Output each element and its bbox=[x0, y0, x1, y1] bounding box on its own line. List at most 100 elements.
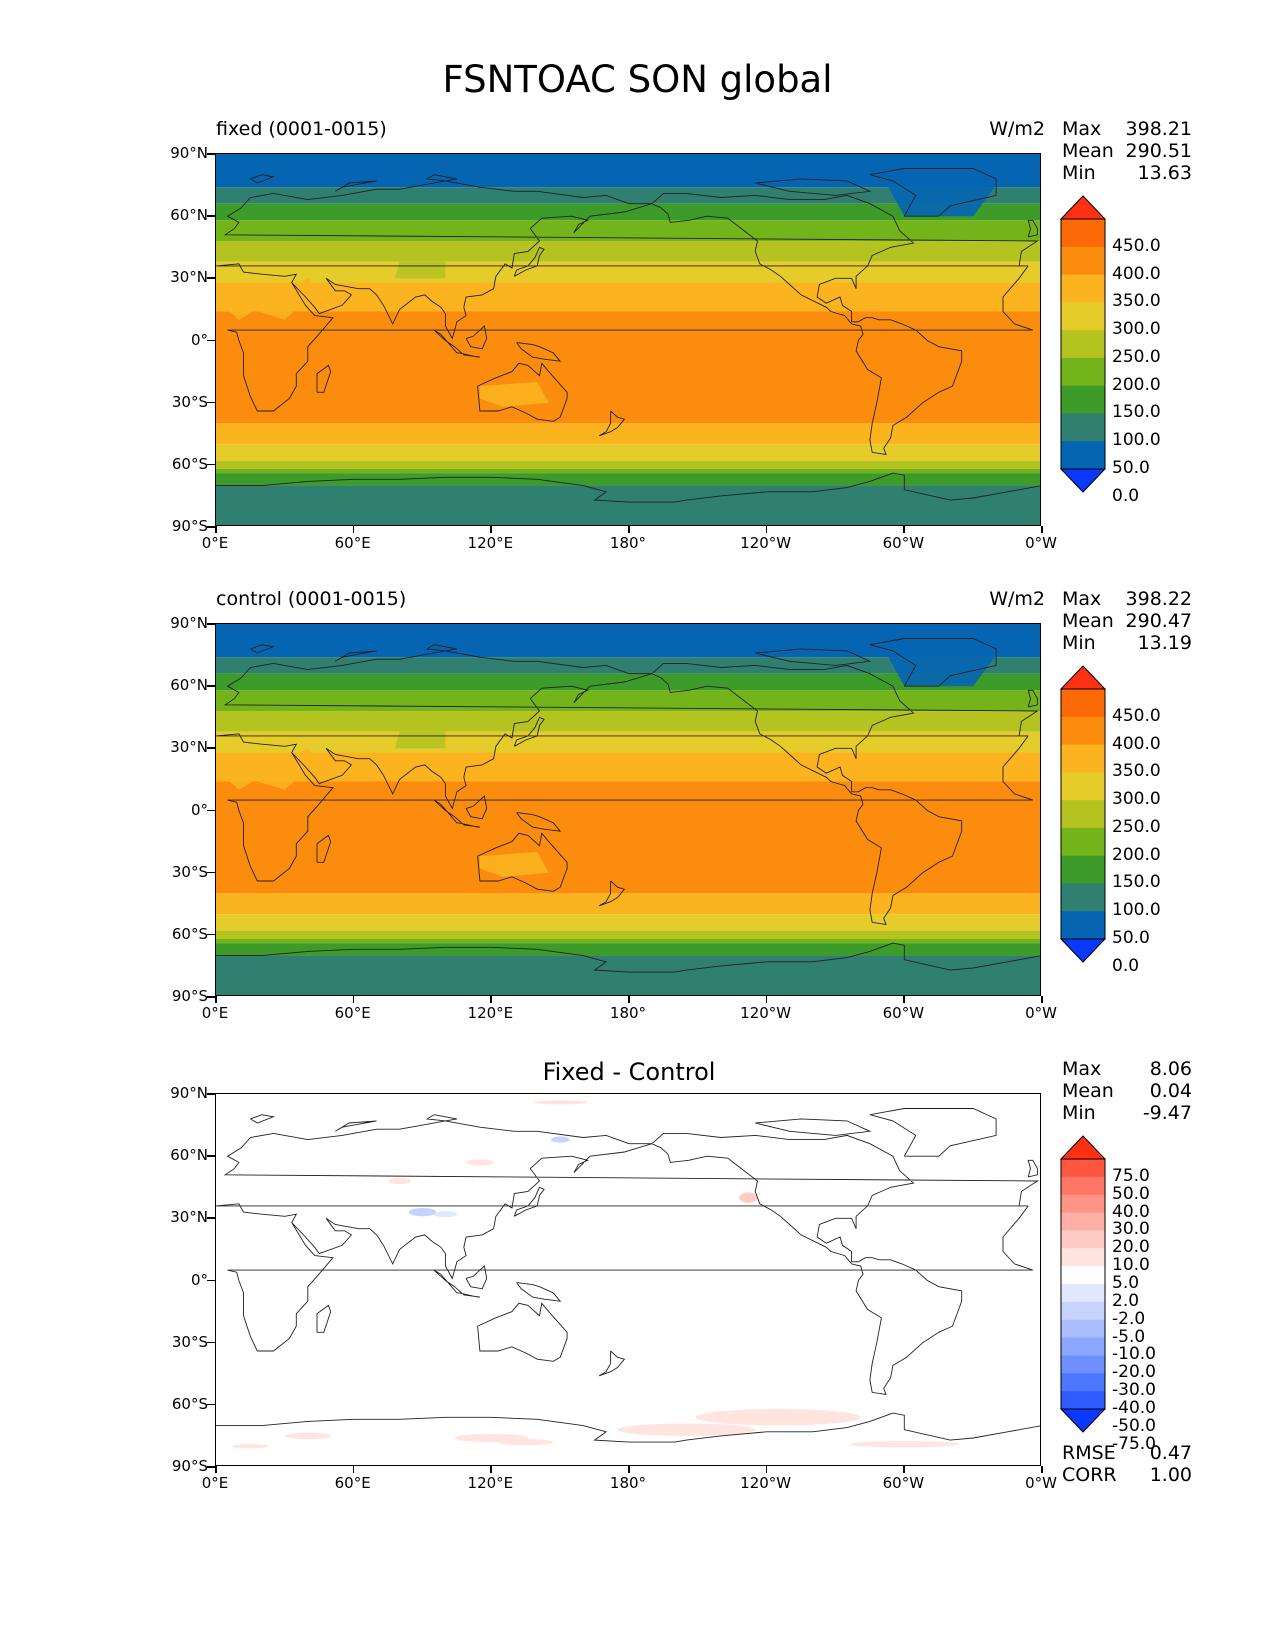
y-tick-mark bbox=[207, 1466, 215, 1468]
colorbar-segment bbox=[1061, 827, 1105, 857]
colorbar-tick-label: 5.0 bbox=[1112, 1273, 1140, 1293]
colorbar-tick-label: 0.0 bbox=[1112, 955, 1140, 976]
stat-row-min: Min 13.63 bbox=[1062, 162, 1192, 184]
y-tick-mark bbox=[207, 153, 215, 155]
x-tick-label: 0°E bbox=[201, 1004, 229, 1022]
colorbar-segment bbox=[1061, 274, 1105, 303]
x-tick-mark bbox=[490, 526, 492, 533]
colorbar-tick-label: 150.0 bbox=[1112, 402, 1161, 423]
x-tick-label: 60°E bbox=[334, 1474, 371, 1492]
colorbar-segment bbox=[1061, 689, 1105, 718]
y-tick-label: 0° bbox=[190, 330, 208, 349]
colorbar-segment bbox=[1061, 1212, 1105, 1231]
y-tick-label: 90°S bbox=[171, 1457, 208, 1475]
stats-box: Max 398.22 Mean 290.47 Min 13.19 bbox=[1062, 588, 1192, 654]
difference-map bbox=[216, 1094, 1040, 1465]
stat-label: Mean bbox=[1062, 140, 1114, 162]
x-tick-mark bbox=[215, 996, 217, 1003]
stat-value: 1.00 bbox=[1149, 1464, 1192, 1486]
colorbar-segment bbox=[1061, 1391, 1105, 1410]
x-tick-mark bbox=[903, 526, 905, 533]
stat-value: -9.47 bbox=[1142, 1102, 1192, 1124]
colorbar-tick-label: 40.0 bbox=[1112, 1201, 1150, 1222]
y-tick-mark bbox=[207, 1279, 215, 1281]
field-band-4 bbox=[216, 711, 1040, 732]
colorbar-tick-label: 350.0 bbox=[1112, 761, 1161, 782]
stat-row-min: Min 13.19 bbox=[1062, 632, 1192, 654]
y-tick-label: 60°S bbox=[171, 924, 208, 943]
field-band-9 bbox=[216, 914, 1040, 931]
stat-row-mean: Mean 290.51 bbox=[1062, 140, 1192, 162]
x-tick-label: 180° bbox=[609, 1474, 647, 1492]
field-band-2 bbox=[216, 203, 1040, 221]
difference-anomaly-5 bbox=[232, 1444, 269, 1449]
map-plot-area bbox=[215, 623, 1041, 996]
stat-value: 398.21 bbox=[1125, 118, 1192, 140]
stat-label: Mean bbox=[1062, 610, 1114, 632]
x-tick-label: 120°E bbox=[467, 534, 514, 552]
x-tick-mark bbox=[628, 1466, 630, 1473]
x-tick-mark bbox=[215, 1466, 217, 1473]
x-tick-label: 0°W bbox=[1025, 1474, 1057, 1492]
field-land-region-1 bbox=[479, 851, 549, 877]
colorbar-tick-label: 0.0 bbox=[1112, 485, 1140, 506]
colorbar-extend-max bbox=[1060, 195, 1106, 220]
field-band-1 bbox=[216, 657, 1040, 674]
difference-anomaly-12 bbox=[466, 1159, 494, 1166]
figure-title: FSNTOAC SON global bbox=[442, 58, 833, 101]
field-map bbox=[216, 154, 1040, 525]
colorbar-outline bbox=[1060, 688, 1106, 940]
field-band-13 bbox=[216, 485, 1040, 525]
colorbar-segment bbox=[1061, 441, 1105, 470]
panel-label: fixed (0001-0015) bbox=[216, 118, 387, 140]
y-tick-label: 60°S bbox=[171, 454, 208, 473]
colorbar-segment bbox=[1061, 1159, 1105, 1178]
y-tick-label: 30°S bbox=[171, 392, 208, 411]
coastline bbox=[216, 1108, 1040, 1443]
field-band-5 bbox=[216, 731, 1040, 753]
colorbar-tick-label: -40.0 bbox=[1112, 1398, 1156, 1418]
stats-box: Max 8.06 Mean 0.04 Min -9.47 bbox=[1062, 1058, 1192, 1124]
difference-anomaly-11 bbox=[532, 1100, 588, 1105]
colorbar-segment bbox=[1061, 330, 1105, 359]
colorbar-segment bbox=[1061, 772, 1105, 801]
colorbar-segment bbox=[1061, 413, 1105, 442]
colorbar-tick-label: 20.0 bbox=[1112, 1237, 1150, 1258]
x-tick-label: 60°W bbox=[882, 1474, 925, 1492]
y-tick-mark bbox=[207, 623, 215, 625]
difference-anomaly-3 bbox=[284, 1432, 331, 1440]
field-band-6 bbox=[216, 752, 1040, 782]
colorbar-tick-label: 75.0 bbox=[1112, 1165, 1150, 1186]
colorbar-segment bbox=[1061, 1319, 1105, 1339]
colorbar-tick-label: 2.0 bbox=[1112, 1290, 1140, 1311]
map-plot-area bbox=[215, 1093, 1041, 1466]
field-band-11 bbox=[216, 938, 1040, 944]
field-band-8 bbox=[216, 893, 1040, 915]
units-label: W/m2 bbox=[989, 588, 1045, 610]
y-tick-mark bbox=[207, 1217, 215, 1219]
difference-anomaly-1 bbox=[617, 1423, 756, 1436]
stat-label: Min bbox=[1062, 162, 1096, 184]
y-tick-label: 30°N bbox=[170, 1208, 208, 1227]
colorbar-tick-label: 400.0 bbox=[1112, 263, 1161, 284]
colorbar-tick-label: 450.0 bbox=[1112, 705, 1161, 726]
colorbar-tick-label: 300.0 bbox=[1112, 789, 1161, 810]
field-land-region-2 bbox=[881, 168, 997, 217]
x-tick-mark bbox=[628, 526, 630, 533]
difference-background bbox=[216, 1094, 1040, 1465]
field-band-9 bbox=[216, 444, 1040, 461]
colorbar bbox=[1060, 665, 1106, 963]
colorbar-segment bbox=[1061, 716, 1105, 746]
colorbar-segment bbox=[1061, 1373, 1105, 1392]
field-band-1 bbox=[216, 187, 1040, 204]
x-tick-mark bbox=[490, 1466, 492, 1473]
colorbar-segment bbox=[1061, 883, 1105, 912]
colorbar-segment bbox=[1061, 911, 1105, 940]
coastline bbox=[216, 168, 1040, 503]
y-tick-label: 90°N bbox=[170, 144, 208, 162]
stats-box: Max 398.21 Mean 290.51 Min 13.63 bbox=[1062, 118, 1192, 184]
colorbar-tick-label: 30.0 bbox=[1112, 1219, 1150, 1240]
colorbar bbox=[1060, 1135, 1106, 1433]
panel-title: Fixed - Control bbox=[542, 1058, 716, 1086]
colorbar-extend-min bbox=[1060, 468, 1106, 493]
